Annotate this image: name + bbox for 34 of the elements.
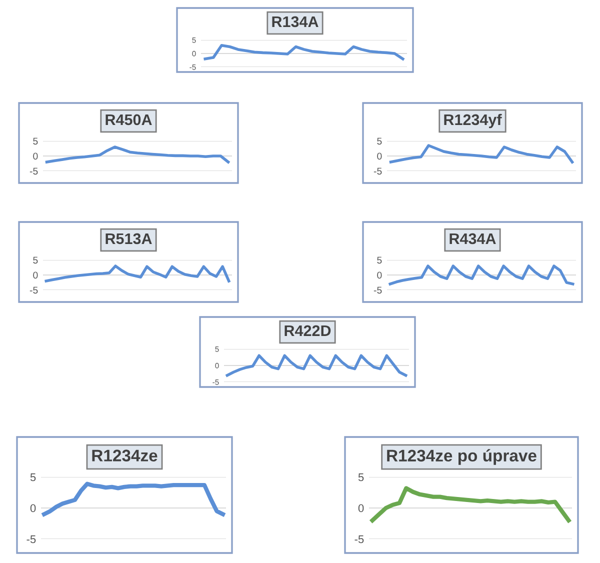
y-tick-label: -5 (30, 168, 38, 175)
chart-title: R1234ze po úprave (387, 449, 536, 465)
chart-title: R434A (450, 233, 496, 244)
line-series (389, 144, 574, 164)
line-series (44, 264, 230, 282)
y-tick-label: 5 (33, 138, 38, 145)
y-tick-label: 0 (30, 504, 36, 512)
y-tick-label: 0 (377, 272, 382, 279)
chart-title: R1234yf (444, 114, 502, 128)
y-tick-label: 0 (377, 152, 382, 160)
line-series (42, 482, 225, 516)
y-tick-label: -5 (30, 286, 38, 294)
y-tick-label: 5 (377, 138, 382, 145)
y-tick-label: 5 (30, 473, 36, 482)
y-tick-label: -5 (26, 535, 36, 544)
line-series (45, 146, 230, 164)
chart-title: R450A (106, 114, 152, 126)
chart-title: R513A (106, 233, 152, 244)
y-tick-label: -5 (374, 286, 382, 294)
y-tick-label: -5 (354, 535, 364, 544)
y-tick-label: 0 (33, 272, 38, 279)
y-tick-label: 5 (377, 256, 382, 264)
y-tick-label: 5 (358, 473, 364, 482)
y-tick-label: -5 (374, 168, 382, 175)
chart-title: R1234ze (92, 450, 158, 462)
line-series (204, 44, 404, 60)
line-series (388, 264, 574, 286)
y-tick-label: 0 (33, 152, 38, 160)
line-series (370, 486, 571, 522)
chart-title: R134A (272, 16, 318, 28)
line-series (226, 354, 408, 377)
y-tick-label: 0 (358, 504, 364, 512)
y-tick-label: 5 (33, 256, 38, 264)
chart-title: R422D (284, 325, 331, 336)
